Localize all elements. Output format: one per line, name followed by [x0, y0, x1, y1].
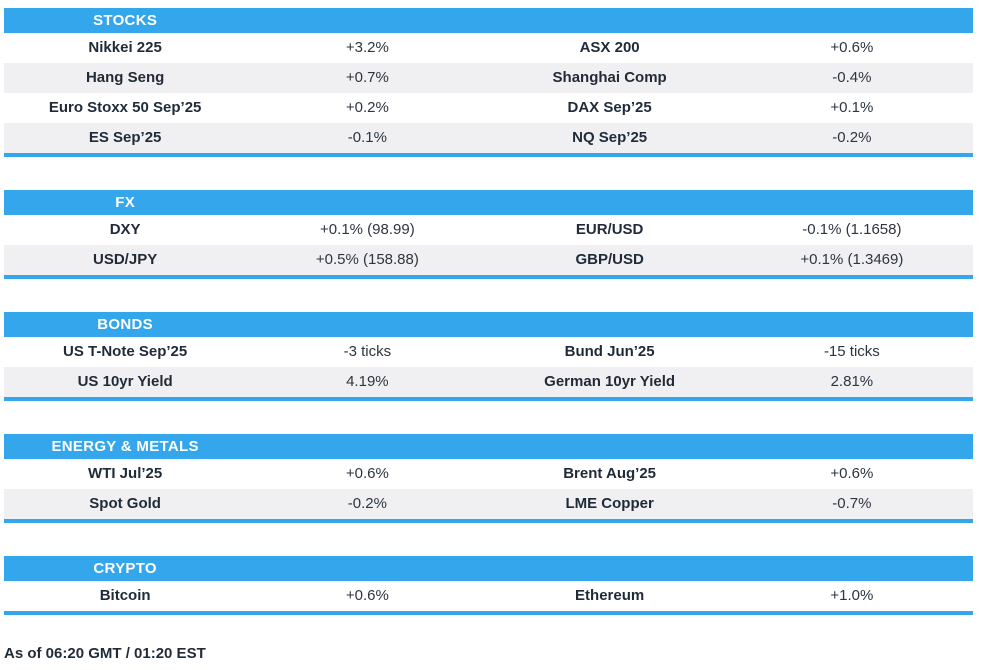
instrument-name: Brent Aug’25	[563, 465, 657, 482]
instrument-name: US 10yr Yield	[77, 373, 173, 390]
instrument-name: DXY	[109, 221, 141, 238]
table-row: US T-Note Sep’25 -3 ticks Bund Jun’25 -1…	[4, 337, 973, 367]
instrument-change: +0.1% (1.3469)	[800, 251, 904, 268]
section-fx: FX DXY +0.1% (98.99) EUR/USD -0.1% (1.16…	[4, 190, 973, 279]
section-stocks: STOCKS Nikkei 225 +3.2% ASX 200 +0.6% Ha…	[4, 8, 973, 157]
instrument-change: -0.4%	[832, 69, 872, 86]
instrument-name: EUR/USD	[575, 221, 644, 238]
section-energy-metals: ENERGY & METALS WTI Jul’25 +0.6% Brent A…	[4, 434, 973, 523]
instrument-change: +0.5% (158.88)	[315, 251, 419, 268]
instrument-name: NQ Sep’25	[572, 129, 648, 146]
section-bonds: BONDS US T-Note Sep’25 -3 ticks Bund Jun…	[4, 312, 973, 401]
instrument-name: Bund Jun’25	[564, 343, 655, 360]
table-row: US 10yr Yield 4.19% German 10yr Yield 2.…	[4, 367, 973, 397]
instrument-change: +0.1% (98.99)	[320, 221, 415, 238]
table-row: ES Sep’25 -0.1% NQ Sep’25 -0.2%	[4, 123, 973, 153]
instrument-change: +0.1%	[830, 99, 874, 116]
table-row: Spot Gold -0.2% LME Copper -0.7%	[4, 489, 973, 519]
table-row: Bitcoin +0.6% Ethereum +1.0%	[4, 581, 973, 611]
table-row: USD/JPY +0.5% (158.88) GBP/USD +0.1% (1.…	[4, 245, 973, 275]
section-title: BONDS	[97, 316, 153, 333]
instrument-name: DAX Sep’25	[567, 99, 652, 116]
instrument-change: -15 ticks	[823, 343, 880, 360]
instrument-change: -0.2%	[832, 129, 872, 146]
instrument-name: Bitcoin	[99, 587, 151, 604]
instrument-change: -0.1% (1.1658)	[802, 221, 902, 238]
instrument-change: +0.6%	[830, 465, 874, 482]
instrument-name: Hang Seng	[85, 69, 165, 86]
instrument-change: 2.81%	[830, 373, 874, 390]
table-row: WTI Jul’25 +0.6% Brent Aug’25 +0.6%	[4, 459, 973, 489]
table-row: Euro Stoxx 50 Sep’25 +0.2% DAX Sep’25 +0…	[4, 93, 973, 123]
instrument-name: GBP/USD	[575, 251, 644, 268]
instrument-change: +0.7%	[345, 69, 389, 86]
section-title: STOCKS	[93, 12, 158, 29]
section-title: CRYPTO	[93, 560, 157, 577]
instrument-change: -0.1%	[347, 129, 387, 146]
instrument-name: German 10yr Yield	[544, 373, 676, 390]
instrument-name: ASX 200	[579, 39, 640, 56]
table-row: Nikkei 225 +3.2% ASX 200 +0.6%	[4, 33, 973, 63]
table-row: Hang Seng +0.7% Shanghai Comp -0.4%	[4, 63, 973, 93]
instrument-name: USD/JPY	[93, 251, 158, 268]
instrument-change: +1.0%	[830, 587, 874, 604]
instrument-name: Euro Stoxx 50 Sep’25	[48, 99, 202, 116]
instrument-change: +0.6%	[345, 587, 389, 604]
instrument-name: US T-Note Sep’25	[63, 343, 188, 360]
section-title: FX	[115, 194, 136, 211]
instrument-name: ES Sep’25	[88, 129, 162, 146]
section-header: BONDS	[4, 312, 973, 337]
instrument-name: WTI Jul’25	[88, 465, 163, 482]
instrument-name: Ethereum	[575, 587, 645, 604]
section-header: ENERGY & METALS	[4, 434, 973, 459]
instrument-change: +0.2%	[345, 99, 389, 116]
instrument-change: -0.7%	[832, 495, 872, 512]
instrument-change: +3.2%	[345, 39, 389, 56]
instrument-change: 4.19%	[346, 373, 389, 390]
instrument-change: +0.6%	[345, 465, 389, 482]
section-crypto: CRYPTO Bitcoin +0.6% Ethereum +1.0%	[4, 556, 973, 615]
instrument-name: Spot Gold	[89, 495, 161, 512]
section-title: ENERGY & METALS	[51, 438, 199, 455]
footer-timestamp: As of 06:20 GMT / 01:20 EST	[4, 645, 206, 662]
instrument-name: Shanghai Comp	[552, 69, 667, 86]
section-header: CRYPTO	[4, 556, 973, 581]
table-row: DXY +0.1% (98.99) EUR/USD -0.1% (1.1658)	[4, 215, 973, 245]
instrument-name: Nikkei 225	[88, 39, 162, 56]
section-header: STOCKS	[4, 8, 973, 33]
instrument-change: +0.6%	[830, 39, 874, 56]
section-header: FX	[4, 190, 973, 215]
instrument-change: -3 ticks	[343, 343, 392, 360]
instrument-name: LME Copper	[565, 495, 654, 512]
instrument-change: -0.2%	[347, 495, 387, 512]
